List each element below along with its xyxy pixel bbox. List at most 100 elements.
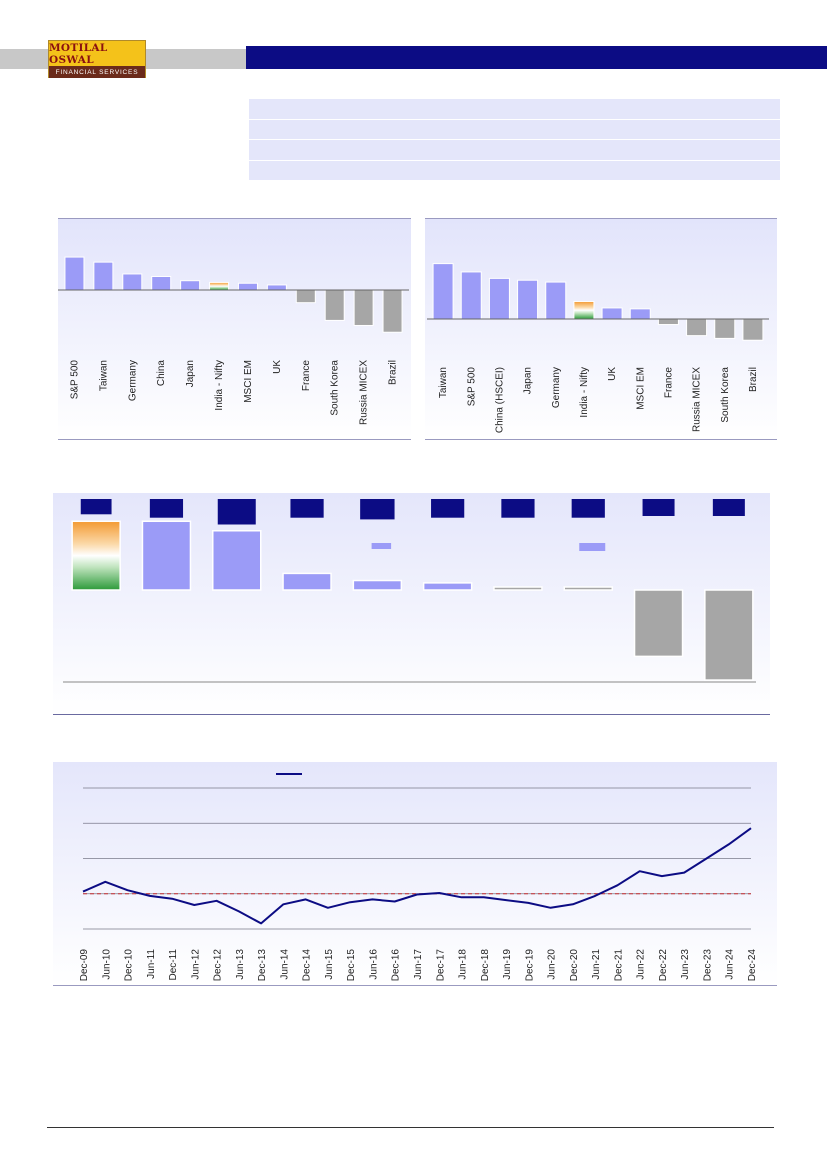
category-label: Japan [523,367,534,394]
x-tick-label: Dec-21 [613,949,624,982]
x-tick-label: Dec-22 [658,949,669,982]
chart-4-panel: Dec-09 Jun-10 Dec-10 Jun-11 Dec-11 Jun-12 Dec-… [53,762,777,986]
x-tick-label: Jun-12 [190,949,201,980]
bar [237,282,258,291]
bar [629,308,651,320]
marker-box [290,499,324,518]
bar [517,279,539,320]
highlights-row [249,99,780,120]
marker-box [501,499,535,518]
highlights-row [249,120,780,140]
category-label: France [663,367,674,399]
marker-box [149,499,184,518]
marker-box [712,499,745,516]
small-marker [371,543,392,549]
bar [686,318,708,337]
bar [573,300,595,320]
x-tick-label: Jun-16 [368,949,379,980]
bar [180,280,201,291]
bar [704,589,754,681]
x-tick-label: Dec-12 [213,949,224,982]
category-label: Japan [185,360,196,387]
bar [282,572,332,591]
x-tick-label: Dec-09 [79,949,90,982]
highlights-row [249,140,780,161]
x-tick-label: Jun-13 [235,949,246,980]
series-line [82,827,752,925]
x-tick-label: Jun-23 [680,949,691,980]
marker-box [80,499,112,515]
bar [493,586,543,591]
x-tick-label: Jun-11 [146,949,157,979]
x-tick-label: Jun-20 [547,949,558,980]
category-label: India - Nifty [579,367,590,418]
bar [742,318,764,341]
bar [432,263,454,320]
category-label: MSCI EM [243,360,254,403]
logo-name: MOTILAL OSWAL [49,41,145,66]
footer-rule [47,1127,774,1128]
chart-3-panel [53,493,770,715]
bar [93,261,114,291]
bar [488,277,510,320]
chart-4-svg: Dec-09 Jun-10 Dec-10 Jun-11 Dec-11 Jun-12 Dec-… [79,773,758,982]
category-label: South Korea [330,360,341,416]
x-tick-label: Dec-18 [480,949,491,982]
category-label: China (HSCEI) [494,367,505,433]
chart-1-svg: S&P 500 Taiwan Germany China Japan India - Ni… [58,256,409,425]
category-label: S&P 500 [69,360,80,400]
category-label: UK [272,360,283,374]
chart-2-svg: Taiwan S&P 500 China (HSCEI) Japan Germany In… [427,263,769,433]
x-tick-label: Dec-15 [346,949,357,982]
category-label: Russia MICEX [692,367,703,432]
bar [352,579,403,591]
x-tick-label: Dec-23 [702,949,713,982]
bar [141,520,192,591]
marker-box [360,499,395,520]
category-label: China [156,360,167,387]
marker-box [217,499,256,525]
x-tick-label: Dec-10 [124,949,135,982]
chart-3-svg [63,499,756,683]
bar [353,289,374,326]
x-tick-label: Jun-15 [324,949,335,980]
marker-box [571,499,605,518]
chart-2-panel: Taiwan S&P 500 China (HSCEI) Japan Germany In… [425,218,777,440]
x-tick-label: Jun-10 [101,949,112,980]
marker-box [642,499,675,516]
x-tick-label: Dec-24 [747,949,758,982]
category-label: Taiwan [98,360,109,391]
bar [71,520,121,591]
bar [151,275,172,291]
x-tick-label: Jun-17 [413,949,424,980]
x-tick-label: Jun-14 [279,949,290,980]
category-label: India - Nifty [214,360,225,411]
header-navy-band [246,46,827,69]
x-tick-label: Dec-19 [524,949,535,982]
x-tick-label: Dec-11 [168,949,179,981]
chart-1-panel: S&P 500 Taiwan Germany China Japan India - Ni… [58,218,411,440]
category-label: Germany [127,360,138,401]
x-tick-label: Dec-17 [435,949,446,982]
category-label: S&P 500 [466,367,477,407]
category-label: South Korea [720,367,731,423]
small-marker [579,543,606,551]
x-tick-label: Jun-24 [725,949,736,980]
bar [122,273,143,291]
x-tick-label: Jun-22 [636,949,647,980]
category-label: Brazil [388,360,399,385]
bar [422,582,473,591]
bar [601,307,623,320]
bar [563,586,613,591]
bar [657,318,679,326]
bar [295,289,316,304]
company-logo: MOTILAL OSWAL FINANCIAL SERVICES [48,40,146,78]
bar [266,284,287,291]
marker-box [431,499,465,518]
bar [382,289,403,333]
bar [212,530,262,591]
x-tick-label: Jun-19 [502,949,513,980]
bar [460,271,482,320]
bar [209,281,230,291]
x-tick-label: Dec-16 [391,949,402,982]
